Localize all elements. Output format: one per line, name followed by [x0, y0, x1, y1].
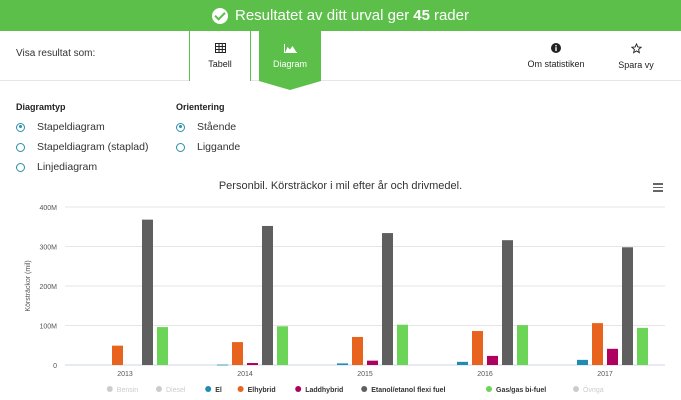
- y-tick-label: 100M: [39, 324, 57, 331]
- radio-liggande[interactable]: Liggande: [176, 141, 240, 153]
- star-icon: [630, 43, 642, 54]
- bar: [382, 233, 393, 365]
- y-tick-label: 0: [53, 363, 57, 370]
- check-circle-icon: [212, 7, 228, 24]
- bar: [487, 355, 498, 365]
- bar: [277, 326, 288, 365]
- radio-linjediagram[interactable]: Linjediagram: [16, 161, 148, 173]
- bar: [232, 342, 243, 365]
- radio-staende[interactable]: Stående: [176, 121, 240, 133]
- legend-marker: [295, 386, 302, 392]
- bar: [622, 247, 633, 365]
- radio-label: Liggande: [197, 141, 241, 153]
- diagramtyp-title: Diagramtyp: [16, 102, 66, 112]
- tab-diagram-label: Diagram: [272, 58, 307, 69]
- bar: [397, 324, 408, 365]
- bar: [592, 323, 603, 365]
- bar: [352, 336, 363, 365]
- bar: [457, 361, 468, 365]
- radio-selected-icon[interactable]: [176, 122, 185, 132]
- bar: [637, 327, 648, 365]
- legend-item[interactable]: Övriga: [583, 386, 604, 394]
- bar: [247, 363, 258, 365]
- visa-resultat-label: Visa resultat som:: [16, 48, 96, 59]
- radio-icon[interactable]: [16, 142, 25, 152]
- spara-vy-label: Spara vy: [618, 60, 654, 70]
- bar: [502, 240, 513, 365]
- bar: [607, 348, 618, 365]
- bar: [217, 364, 228, 366]
- om-statistiken-label: Om statistiken: [527, 59, 585, 69]
- radio-label: Stapeldiagram (staplad): [37, 141, 149, 153]
- bar: [577, 359, 588, 365]
- radio-icon[interactable]: [16, 162, 25, 172]
- tab-tabell-label: Tabell: [208, 59, 232, 69]
- orientering-title: Orientering: [176, 102, 225, 112]
- radio-selected-icon[interactable]: [16, 122, 25, 132]
- legend-marker: [573, 386, 579, 392]
- legend-item[interactable]: Etanol/etanol flexi fuel: [371, 387, 445, 394]
- bar: [142, 219, 153, 365]
- radio-label: Stående: [197, 121, 237, 133]
- result-banner: Resultatet av ditt urval ger 45 rader: [0, 0, 681, 31]
- orientering-group: Orientering Stående Liggande: [176, 102, 240, 161]
- legend-item[interactable]: Laddhybrid: [305, 387, 343, 394]
- legend-marker: [237, 386, 244, 392]
- banner-text: Resultatet av ditt urval ger: [235, 7, 410, 24]
- area-chart-icon: [283, 43, 297, 53]
- bar: [157, 327, 168, 365]
- legend-item[interactable]: El: [215, 387, 222, 394]
- bar-chart: 0 100M 200M 300M 400M Körsträckor (mil) 2013 20…: [25, 205, 665, 394]
- legend-item[interactable]: Elhybrid: [248, 387, 276, 394]
- radio-icon[interactable]: [176, 142, 185, 152]
- y-axis-label: Körsträckor (mil): [25, 260, 32, 311]
- legend-marker: [486, 386, 492, 392]
- x-tick-label: 2013: [117, 371, 133, 378]
- table-icon: [214, 43, 226, 53]
- x-tick-label: 2017: [597, 371, 613, 378]
- bar: [112, 345, 123, 365]
- legend-item[interactable]: Diesel: [166, 387, 186, 394]
- x-tick-label: 2016: [477, 371, 493, 378]
- om-statistiken-button[interactable]: Om statistiken: [522, 43, 590, 69]
- banner-suffix: rader: [433, 7, 469, 24]
- spara-vy-button[interactable]: Spara vy: [610, 43, 662, 70]
- info-icon: [551, 43, 561, 53]
- bar: [472, 331, 483, 365]
- legend-item[interactable]: Gas/gas bi-fuel: [496, 387, 546, 394]
- legend-item[interactable]: Bensin: [117, 387, 139, 394]
- legend-marker: [205, 386, 212, 392]
- x-tick-label: 2014: [237, 371, 253, 378]
- bar: [337, 363, 348, 365]
- radio-stapeldiagram[interactable]: Stapeldiagram: [16, 121, 148, 133]
- bar: [367, 360, 378, 365]
- bar: [517, 325, 528, 365]
- chart-title: Personbil. Körsträckor i mil efter år oc…: [218, 180, 463, 192]
- x-tick-label: 2015: [357, 371, 373, 378]
- legend-marker: [156, 386, 162, 392]
- legend-marker: [106, 386, 113, 392]
- tab-diagram[interactable]: Diagram: [259, 31, 321, 90]
- banner-count: 45: [413, 7, 430, 24]
- bar: [262, 225, 273, 365]
- y-tick-label: 300M: [39, 245, 57, 252]
- hamburger-menu-icon[interactable]: [653, 183, 663, 194]
- y-tick-label: 200M: [39, 284, 57, 291]
- tab-tabell[interactable]: Tabell: [189, 31, 251, 90]
- radio-label: Stapeldiagram: [37, 121, 105, 133]
- legend-marker: [361, 386, 368, 392]
- radio-label: Linjediagram: [37, 161, 98, 173]
- view-toolbar: Visa resultat som: Tabell Diagram Om sta…: [0, 31, 681, 90]
- diagramtyp-group: Diagramtyp Stapeldiagram Stapeldiagram (…: [16, 102, 148, 181]
- radio-stapeldiagram-staplad[interactable]: Stapeldiagram (staplad): [16, 141, 148, 153]
- y-tick-label: 400M: [39, 205, 57, 212]
